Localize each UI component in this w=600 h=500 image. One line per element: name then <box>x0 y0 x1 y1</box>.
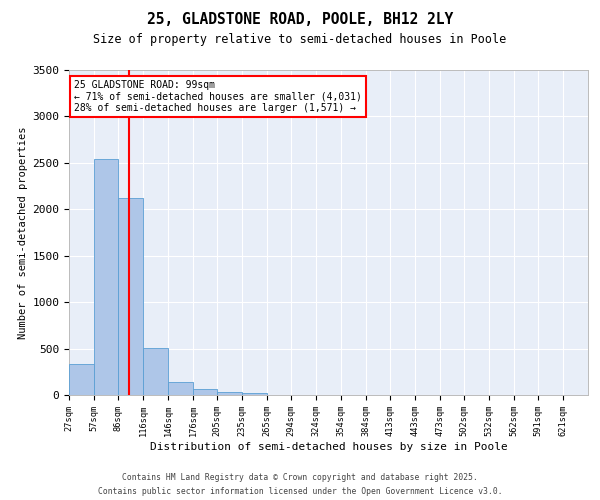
Bar <box>242 393 267 395</box>
Text: Size of property relative to semi-detached houses in Poole: Size of property relative to semi-detach… <box>94 32 506 46</box>
Bar <box>143 348 168 395</box>
Bar <box>69 364 94 395</box>
Bar <box>217 392 242 395</box>
Text: Contains HM Land Registry data © Crown copyright and database right 2025.: Contains HM Land Registry data © Crown c… <box>122 472 478 482</box>
Text: 25, GLADSTONE ROAD, POOLE, BH12 2LY: 25, GLADSTONE ROAD, POOLE, BH12 2LY <box>147 12 453 28</box>
Text: Contains public sector information licensed under the Open Government Licence v3: Contains public sector information licen… <box>98 488 502 496</box>
X-axis label: Distribution of semi-detached houses by size in Poole: Distribution of semi-detached houses by … <box>149 442 508 452</box>
Bar <box>168 382 193 395</box>
Bar <box>118 198 143 395</box>
Bar <box>94 159 118 395</box>
Text: 25 GLADSTONE ROAD: 99sqm
← 71% of semi-detached houses are smaller (4,031)
28% o: 25 GLADSTONE ROAD: 99sqm ← 71% of semi-d… <box>74 80 362 113</box>
Bar <box>193 389 217 395</box>
Y-axis label: Number of semi-detached properties: Number of semi-detached properties <box>18 126 28 339</box>
